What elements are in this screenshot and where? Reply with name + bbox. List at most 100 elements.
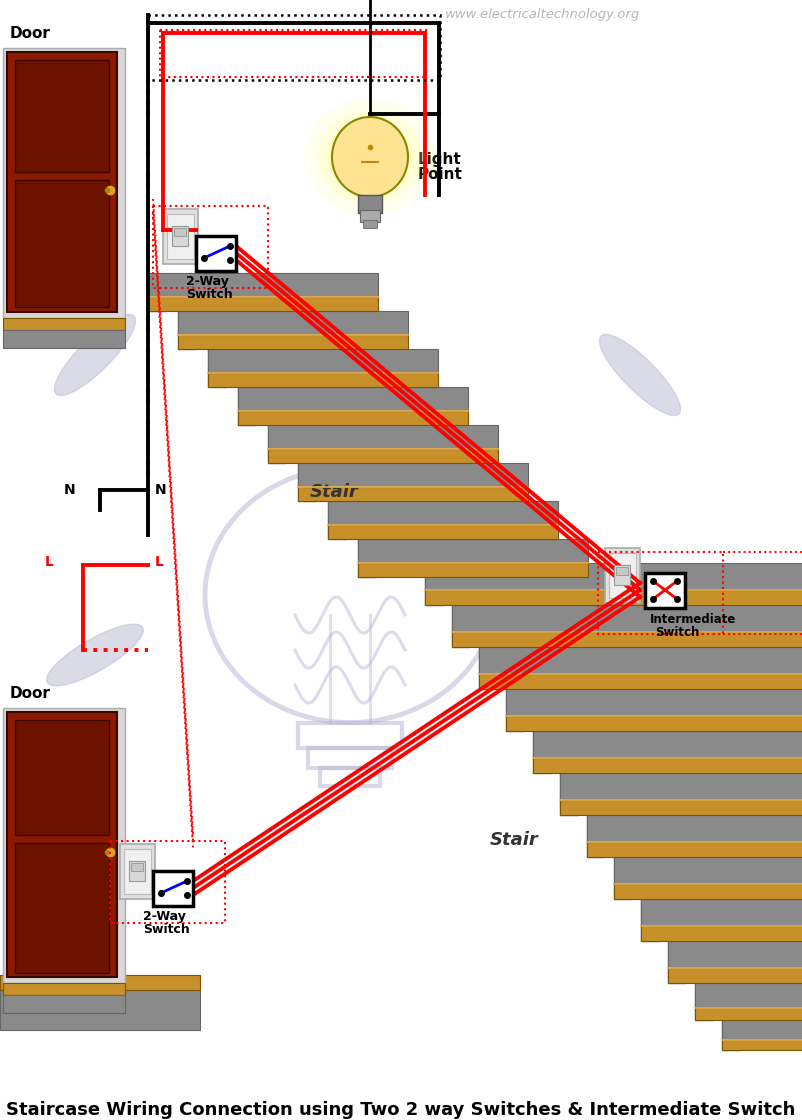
Bar — [359, 211, 379, 222]
Polygon shape — [148, 273, 166, 311]
Bar — [614, 884, 802, 899]
Bar — [452, 605, 802, 632]
Bar — [268, 449, 497, 463]
Bar — [424, 590, 802, 605]
Bar — [148, 273, 378, 297]
Bar — [721, 1040, 802, 1051]
Bar — [424, 563, 802, 590]
Polygon shape — [505, 689, 524, 731]
Text: Switch: Switch — [186, 288, 233, 301]
Polygon shape — [331, 116, 407, 197]
Polygon shape — [358, 539, 375, 577]
Bar — [479, 647, 802, 674]
Bar — [3, 48, 125, 318]
Polygon shape — [640, 899, 658, 941]
Bar — [505, 716, 802, 731]
Bar — [452, 632, 802, 647]
Bar — [196, 236, 236, 271]
Polygon shape — [47, 624, 143, 685]
Bar — [124, 849, 151, 894]
Polygon shape — [533, 731, 550, 773]
Text: L: L — [155, 556, 164, 569]
Bar — [667, 968, 802, 983]
Bar — [110, 841, 225, 923]
Bar — [695, 1008, 802, 1020]
Polygon shape — [599, 335, 679, 416]
Polygon shape — [55, 315, 136, 395]
Bar — [178, 335, 407, 349]
Polygon shape — [695, 983, 712, 1020]
Bar — [358, 195, 382, 213]
Bar — [3, 708, 125, 983]
Text: Stair: Stair — [310, 483, 358, 501]
Polygon shape — [479, 647, 496, 689]
Bar — [3, 330, 125, 348]
Bar — [363, 220, 376, 228]
Bar — [208, 373, 437, 388]
Bar — [614, 857, 802, 884]
Bar — [3, 318, 125, 330]
Bar — [327, 501, 557, 525]
Text: Door: Door — [10, 26, 51, 41]
Bar — [298, 487, 528, 501]
Bar — [327, 525, 557, 539]
Bar — [505, 689, 802, 716]
Bar — [0, 976, 200, 1030]
Bar — [7, 52, 117, 312]
Bar — [163, 209, 198, 264]
Bar — [148, 15, 439, 80]
Bar — [15, 180, 109, 307]
Bar — [586, 815, 802, 842]
Bar — [131, 864, 143, 871]
Bar — [153, 871, 192, 906]
Ellipse shape — [318, 110, 422, 204]
Polygon shape — [721, 1020, 739, 1051]
Bar — [533, 758, 802, 773]
Bar — [597, 552, 722, 634]
Bar — [559, 773, 802, 800]
Bar — [237, 411, 468, 424]
Polygon shape — [298, 463, 316, 501]
Text: 2-Way: 2-Way — [186, 276, 229, 288]
Bar — [298, 463, 528, 487]
Bar — [174, 228, 186, 236]
Ellipse shape — [305, 99, 435, 215]
Polygon shape — [424, 563, 443, 605]
Bar — [604, 548, 639, 603]
Text: Switch: Switch — [654, 626, 699, 640]
Polygon shape — [237, 388, 256, 424]
Bar — [358, 563, 587, 577]
Bar — [208, 349, 437, 373]
Polygon shape — [559, 773, 577, 815]
Bar — [695, 983, 802, 1008]
Bar — [667, 941, 802, 968]
Bar — [586, 842, 802, 857]
Bar — [721, 1020, 802, 1040]
Bar — [615, 567, 627, 575]
Bar — [644, 573, 684, 608]
Text: Point: Point — [418, 167, 462, 181]
Bar — [3, 983, 125, 995]
Ellipse shape — [338, 128, 402, 186]
Bar — [640, 899, 802, 926]
Ellipse shape — [327, 119, 411, 195]
Text: Intermediate: Intermediate — [649, 613, 735, 626]
Bar — [129, 861, 145, 881]
Text: Light: Light — [418, 152, 461, 167]
Bar — [559, 800, 802, 815]
Polygon shape — [452, 605, 469, 647]
Text: www.electricaltechnology.org: www.electricaltechnology.org — [444, 8, 639, 21]
Text: Switch: Switch — [143, 923, 189, 936]
Bar — [237, 388, 468, 411]
Polygon shape — [667, 941, 685, 983]
Polygon shape — [591, 624, 687, 685]
Bar — [160, 30, 426, 77]
Text: Staircase Wiring Connection using Two 2 way Switches & Intermediate Switch: Staircase Wiring Connection using Two 2 … — [6, 1101, 795, 1119]
Text: N: N — [155, 483, 167, 497]
Bar — [15, 843, 109, 973]
Bar — [119, 844, 155, 899]
Text: 2-Way: 2-Way — [143, 909, 185, 923]
Polygon shape — [614, 857, 631, 899]
Bar — [167, 214, 194, 259]
Bar — [153, 206, 268, 288]
